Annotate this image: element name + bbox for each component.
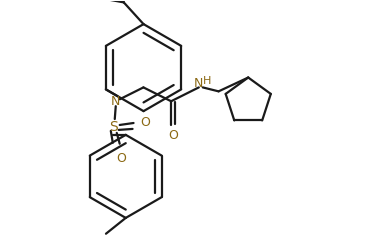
Text: S: S (109, 120, 118, 134)
Text: N: N (111, 95, 120, 108)
Text: N: N (194, 77, 203, 90)
Text: O: O (116, 152, 126, 165)
Text: H: H (203, 76, 211, 86)
Text: O: O (168, 129, 178, 142)
Text: O: O (141, 115, 150, 129)
